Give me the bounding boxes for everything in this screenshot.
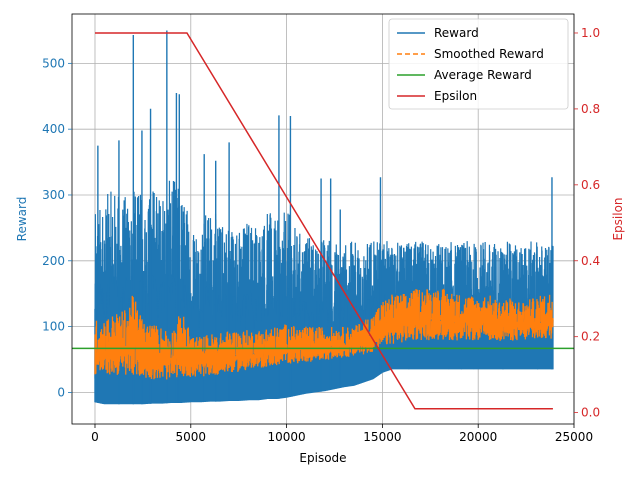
- x-tick-label-5: 25000: [555, 430, 593, 444]
- x-tick-label-3: 15000: [363, 430, 401, 444]
- legend: Reward Smoothed Reward Average Reward Epsil…: [388, 18, 569, 110]
- legend-label-0: Reward: [434, 26, 479, 40]
- axes-layer: 0 5000 10000 15000 20000 25000 0 100 200 300 400 50…: [42, 13, 600, 444]
- y-right-tick-label-5: 1.0: [581, 26, 600, 40]
- x-tick-label-4: 20000: [459, 430, 497, 444]
- legend-box: [388, 18, 569, 110]
- series-epsilon-line: [94, 32, 553, 410]
- y-left-tick-label-2: 200: [42, 254, 65, 268]
- x-tick-label-2: 10000: [268, 430, 306, 444]
- x-tick-label-1: 5000: [176, 430, 207, 444]
- y-right-tick-label-0: 0.0: [581, 406, 600, 420]
- y-left-tick-label-4: 400: [42, 122, 65, 136]
- plot-layer: [72, 30, 574, 410]
- y-left-tick-label-0: 0: [57, 385, 65, 399]
- y-axis-right-label: Epsilon: [611, 197, 625, 240]
- y-right-tick-label-4: 0.8: [581, 102, 600, 116]
- y-left-tick-label-3: 300: [42, 188, 65, 202]
- x-tick-label-0: 0: [91, 430, 99, 444]
- y-left-tick-label-5: 500: [42, 56, 65, 70]
- y-right-tick-label-1: 0.2: [581, 330, 600, 344]
- legend-label-1: Smoothed Reward: [434, 47, 544, 61]
- x-axis-label: Episode: [299, 451, 346, 465]
- y-right-tick-label-2: 0.4: [581, 254, 600, 268]
- y-axis-left-label: Reward: [15, 197, 29, 242]
- plot-frame: [71, 13, 575, 425]
- legend-label-3: Epsilon: [434, 89, 477, 103]
- legend-label-2: Average Reward: [434, 68, 532, 82]
- y-right-tick-label-3: 0.6: [581, 178, 600, 192]
- y-left-tick-label-1: 100: [42, 320, 65, 334]
